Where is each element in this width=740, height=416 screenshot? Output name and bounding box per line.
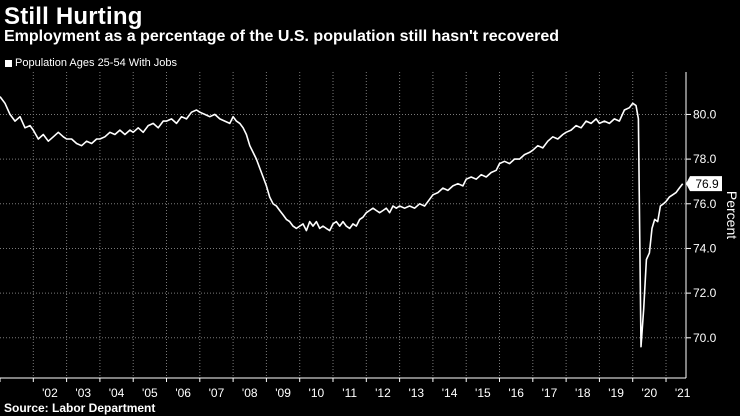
y-tick-label: 70.0	[693, 331, 717, 345]
x-tick-label: '03	[75, 386, 91, 400]
y-axis-label: Percent	[724, 191, 740, 239]
last-value-label: 76.9	[695, 177, 719, 191]
x-tick-label: '19	[608, 386, 624, 400]
legend-swatch	[5, 59, 12, 67]
x-tick-label: '15	[475, 386, 491, 400]
legend: Population Ages 25-54 With Jobs	[5, 57, 177, 69]
x-tick-label: '07	[209, 386, 225, 400]
source-note: Source: Labor Department	[4, 401, 156, 415]
x-tick-label: '11	[342, 386, 357, 400]
x-tick-label: '09	[275, 386, 291, 400]
x-tick-label: '17	[542, 386, 558, 400]
x-tick-label: '06	[175, 386, 191, 400]
x-tick-label: '13	[408, 386, 424, 400]
x-tick-label: '05	[142, 386, 158, 400]
x-tick-label: '08	[242, 386, 258, 400]
x-tick-label: '20	[642, 386, 658, 400]
y-tick-label: 74.0	[693, 241, 717, 255]
y-tick-label: 78.0	[693, 152, 717, 166]
y-tick-label: 72.0	[693, 286, 717, 300]
chart-subtitle: Employment as a percentage of the U.S. p…	[4, 28, 560, 45]
x-tick-label: '14	[442, 386, 458, 400]
x-tick-label: '02	[42, 386, 58, 400]
chart-title: Still Hurting	[4, 3, 143, 30]
series-line	[0, 96, 684, 348]
legend-label: Population Ages 25-54 With Jobs	[15, 57, 178, 69]
y-tick-label: 80.0	[693, 107, 717, 121]
x-tick-label: '18	[575, 386, 591, 400]
x-tick-label: '21	[675, 386, 691, 400]
x-tick-label: '04	[109, 386, 125, 400]
last-value-marker	[686, 176, 722, 192]
x-tick-label: '12	[375, 386, 391, 400]
x-tick-label: '10	[309, 386, 325, 400]
y-tick-label: 76.0	[693, 197, 717, 211]
x-tick-label: '16	[508, 386, 524, 400]
